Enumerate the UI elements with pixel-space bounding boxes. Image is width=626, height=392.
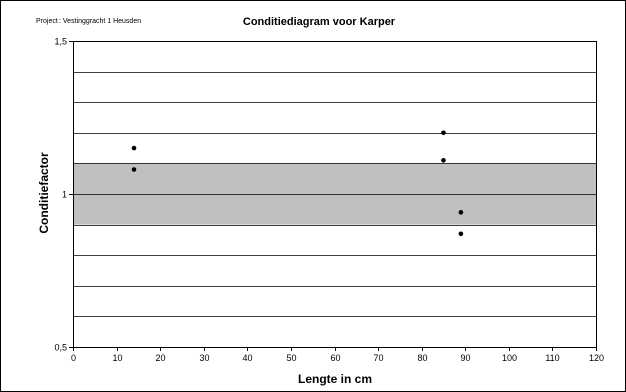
data-point (458, 210, 464, 215)
x-tick-label: 120 (589, 353, 604, 363)
x-tick-label: 20 (155, 353, 165, 363)
y-tick-label: 1,5 (54, 37, 67, 47)
x-axis-title: Lengte in cm (298, 372, 372, 386)
x-tick-label: 90 (460, 353, 470, 363)
data-point (131, 167, 137, 172)
project-value: : Vestinggracht 1 Heusden (59, 18, 141, 25)
data-point (131, 145, 137, 151)
x-tick-label: 40 (242, 353, 252, 363)
x-tick-label: 10 (112, 353, 122, 363)
x-axis-ticks: 0 10 20 30 40 50 60 70 80 90 100 110 120 (71, 347, 604, 363)
x-tick-label: 30 (199, 353, 209, 363)
data-point (441, 158, 446, 163)
project-label: Project (36, 18, 58, 25)
x-tick-label: 60 (330, 353, 340, 363)
data-points (131, 130, 464, 237)
y-axis-ticks: 0,5 1 1,5 (54, 37, 73, 353)
x-tick-label: 80 (417, 353, 427, 363)
x-tick-label: 0 (71, 353, 76, 363)
y-tick-label: 1 (62, 190, 67, 200)
y-axis-title: Conditiefactor (37, 152, 51, 234)
x-tick-label: 50 (286, 353, 296, 363)
normal-range-band (73, 163, 596, 225)
y-tick-label: 0,5 (54, 343, 67, 353)
data-point (441, 130, 446, 136)
x-tick-label: 70 (373, 353, 383, 363)
shaded-band-layer (73, 163, 596, 225)
x-tick-label: 100 (502, 353, 517, 363)
chart-title: Conditiediagram voor Karper (243, 16, 396, 28)
data-point (458, 231, 464, 237)
x-tick-label: 110 (545, 353, 559, 363)
